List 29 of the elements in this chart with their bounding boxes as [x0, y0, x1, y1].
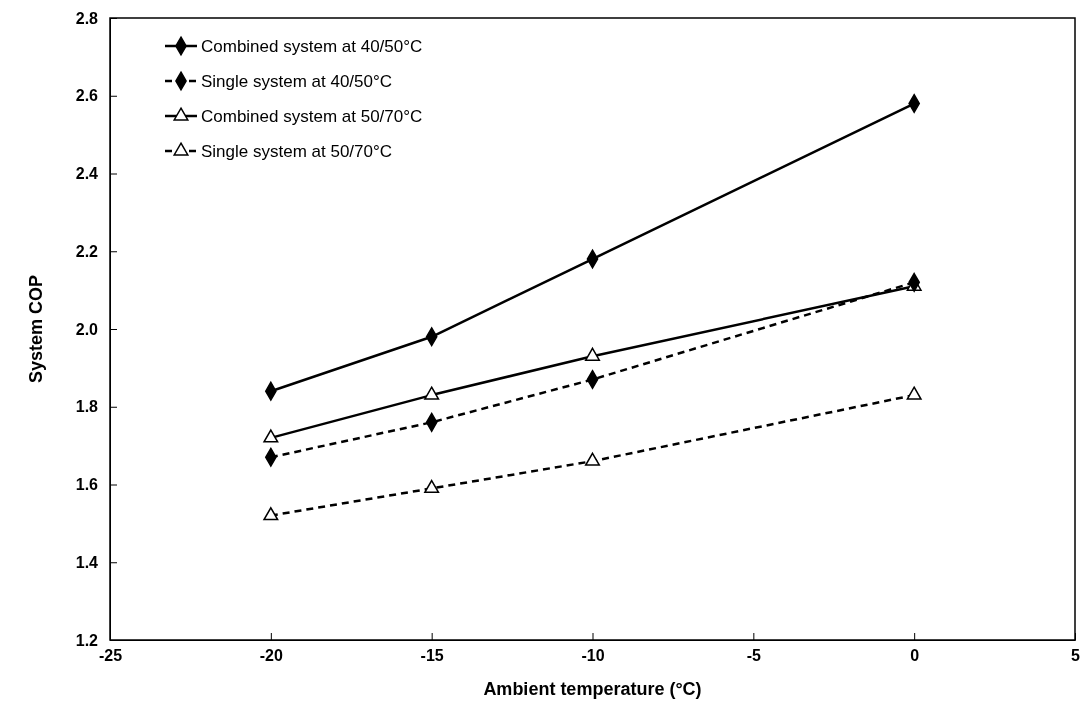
- legend-label: Single system at 50/70°C: [201, 142, 393, 161]
- y-tick-label: 2.6: [75, 87, 99, 105]
- legend-label: Single system at 40/50°C: [201, 72, 393, 91]
- point: [906, 386, 922, 400]
- point: [424, 479, 440, 494]
- x-tick-label: -15: [420, 647, 444, 665]
- point: [584, 452, 601, 466]
- x-tick-label: -20: [259, 647, 283, 665]
- y-tick-label: 2.4: [75, 165, 99, 183]
- x-tick-label: 0: [910, 647, 920, 665]
- point: [263, 507, 279, 521]
- x-axis-title: Ambient temperature (°C): [483, 679, 702, 699]
- point: [584, 347, 601, 361]
- y-tick-label: 2.8: [75, 9, 99, 27]
- x-tick-label: -25: [98, 647, 123, 665]
- y-tick-label: 2.2: [75, 242, 99, 260]
- y-tick-label: 1.6: [75, 476, 99, 494]
- point: [263, 429, 279, 443]
- y-tick-label: 1.2: [75, 631, 99, 649]
- legend-label: Combined system at 50/70°C: [201, 107, 423, 126]
- x-tick-label: 5: [1071, 647, 1081, 665]
- y-tick-label: 1.4: [75, 553, 99, 571]
- y-axis-title: System COP: [26, 274, 46, 384]
- x-tick-label: -5: [746, 647, 762, 665]
- legend-label: Combined system at 40/50°C: [201, 37, 423, 56]
- y-tick-label: 1.8: [75, 398, 99, 416]
- y-tick-label: 2.0: [75, 320, 99, 338]
- x-tick-label: -10: [581, 647, 605, 665]
- point: [424, 386, 440, 400]
